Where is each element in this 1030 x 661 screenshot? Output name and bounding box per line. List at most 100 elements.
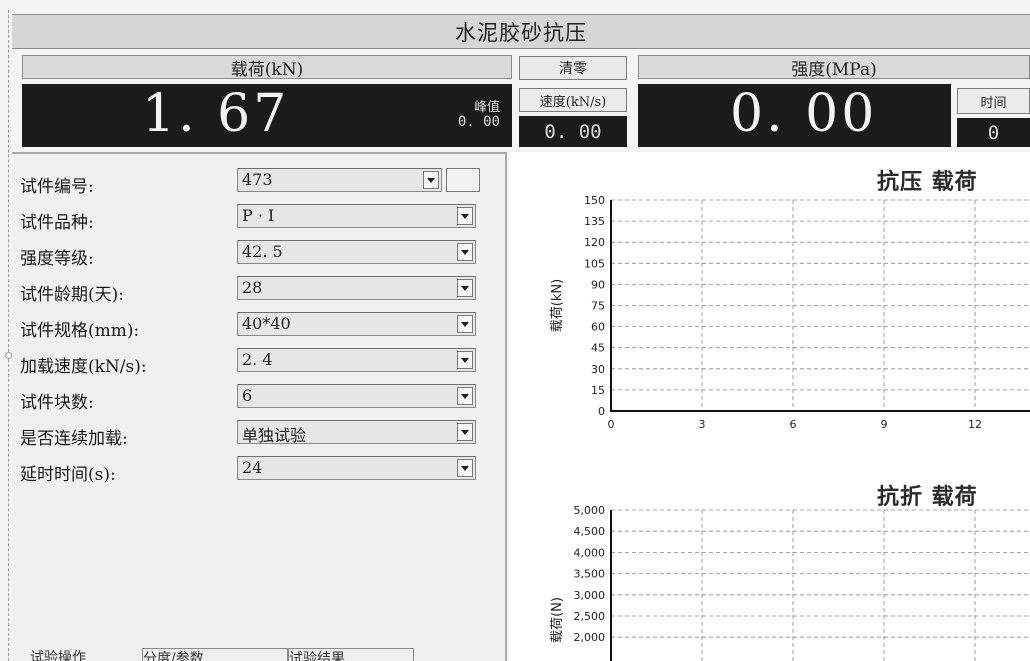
tab-test-results-label: 试验结果 bbox=[289, 651, 345, 661]
left-splitter[interactable] bbox=[8, 10, 9, 661]
compression-chart-title: 抗压 载荷 bbox=[877, 169, 978, 195]
x-tick-label: 3 bbox=[699, 418, 706, 431]
specimen-age-select[interactable]: 28 bbox=[237, 276, 476, 300]
continuous-loading-value: 单独试验 bbox=[242, 426, 307, 445]
loading-speed-select[interactable]: 2. 4 bbox=[237, 348, 476, 372]
y-tick-label: 75 bbox=[591, 300, 605, 313]
y-tick-label: 2,000 bbox=[574, 631, 606, 644]
specimen-type-value: P · I bbox=[242, 206, 275, 225]
specimen-number-select[interactable]: 473 bbox=[237, 168, 442, 192]
time-label-box: 时间 bbox=[957, 88, 1030, 114]
chevron-down-icon[interactable] bbox=[457, 243, 473, 261]
y-tick-label: 30 bbox=[591, 363, 605, 376]
delay-time-select[interactable]: 24 bbox=[237, 456, 476, 480]
continuous-loading-label: 是否连续加载: bbox=[20, 429, 128, 449]
chevron-down-icon[interactable] bbox=[423, 171, 439, 189]
panel-title-text: 水泥胶砂抗压 bbox=[455, 20, 587, 45]
specimen-age-label: 试件龄期(天): bbox=[20, 285, 124, 305]
y-tick-label: 120 bbox=[584, 236, 605, 249]
specimen-count-select[interactable]: 6 bbox=[237, 384, 476, 408]
strength-value: 0. 00 bbox=[730, 84, 878, 144]
y-tick-label: 0 bbox=[598, 405, 605, 418]
speed-value: 0. 00 bbox=[544, 120, 602, 143]
specimen-number-label: 试件编号: bbox=[20, 177, 94, 197]
tab-test-operation-label: 试验操作 bbox=[30, 650, 86, 661]
speed-label-box: 速度(kN/s) bbox=[519, 88, 627, 112]
speed-label: 速度(kN/s) bbox=[539, 94, 607, 110]
continuous-loading-select[interactable]: 单独试验 bbox=[237, 420, 476, 445]
delay-time-value: 24 bbox=[242, 458, 263, 477]
splitter-grip-icon[interactable] bbox=[5, 352, 12, 359]
clear-button[interactable]: 清零 bbox=[519, 56, 627, 80]
chevron-down-icon[interactable] bbox=[457, 459, 473, 477]
y-tick-label: 15 bbox=[591, 384, 605, 397]
specimen-number-extra-button[interactable] bbox=[446, 168, 480, 192]
strength-grade-select[interactable]: 42. 5 bbox=[237, 240, 476, 264]
y-tick-label: 135 bbox=[584, 215, 605, 228]
strength-grade-label: 强度等级: bbox=[20, 249, 94, 269]
strength-display: 0. 00 bbox=[638, 84, 951, 147]
x-tick-label: 6 bbox=[790, 418, 797, 431]
chevron-down-icon[interactable] bbox=[457, 387, 473, 405]
chevron-down-icon[interactable] bbox=[457, 423, 473, 441]
speed-display: 0. 00 bbox=[519, 116, 627, 147]
specimen-count-value: 6 bbox=[242, 386, 253, 405]
y-tick-label: 105 bbox=[584, 257, 605, 270]
panel-title: 水泥胶砂抗压 bbox=[12, 14, 1030, 49]
clear-button-label: 清零 bbox=[559, 61, 587, 77]
tab-test-operation[interactable]: 试验操作 bbox=[30, 648, 142, 661]
specimen-size-label: 试件规格(mm): bbox=[20, 321, 140, 341]
time-value: 0 bbox=[987, 121, 1000, 144]
strength-label: 强度(MPa) bbox=[791, 59, 877, 80]
chart-panel bbox=[510, 152, 1030, 661]
peak-label: 峰值 bbox=[473, 100, 500, 115]
time-label: 时间 bbox=[980, 95, 1007, 111]
axis-line bbox=[610, 200, 1030, 412]
tab-calibration-params[interactable]: 分度/参数 bbox=[142, 648, 288, 661]
load-header: 载荷(kN) bbox=[22, 55, 512, 80]
load-label: 载荷(kN) bbox=[230, 59, 304, 80]
x-tick-label: 12 bbox=[968, 418, 982, 431]
specimen-number-value: 473 bbox=[242, 170, 273, 189]
chevron-down-icon[interactable] bbox=[457, 351, 473, 369]
specimen-count-label: 试件块数: bbox=[20, 393, 94, 413]
y-tick-label: 3,000 bbox=[574, 589, 606, 602]
specimen-type-label: 试件品种: bbox=[20, 213, 94, 233]
y-tick-label: 90 bbox=[591, 278, 605, 291]
y-axis-label: 载荷(kN) bbox=[550, 279, 565, 332]
load-value: 1. 67 bbox=[142, 84, 290, 144]
y-tick-label: 2,500 bbox=[574, 610, 606, 623]
specimen-age-value: 28 bbox=[242, 278, 263, 297]
load-display: 1. 67 峰值 0. 00 bbox=[22, 84, 512, 147]
tab-test-results[interactable]: 试验结果 bbox=[288, 648, 414, 661]
y-tick-label: 45 bbox=[591, 342, 605, 355]
specimen-type-select[interactable]: P · I bbox=[237, 204, 476, 228]
loading-speed-label: 加载速度(kN/s): bbox=[20, 357, 147, 377]
specimen-size-value: 40*40 bbox=[242, 314, 291, 333]
delay-time-label: 延时时间(s): bbox=[20, 465, 116, 485]
chevron-down-icon[interactable] bbox=[457, 207, 473, 225]
strength-header: 强度(MPa) bbox=[638, 55, 1030, 80]
loading-speed-value: 2. 4 bbox=[242, 350, 273, 369]
y-tick-label: 60 bbox=[591, 321, 605, 334]
x-tick-label: 9 bbox=[881, 418, 888, 431]
tab-calibration-params-label: 分度/参数 bbox=[143, 651, 204, 661]
flexural-chart-title: 抗折 载荷 bbox=[877, 484, 978, 510]
y-tick-label: 3,500 bbox=[574, 568, 606, 581]
chevron-down-icon[interactable] bbox=[457, 315, 473, 333]
specimen-size-select[interactable]: 40*40 bbox=[237, 312, 476, 336]
y-tick-label: 150 bbox=[584, 194, 605, 207]
strength-grade-value: 42. 5 bbox=[242, 242, 283, 261]
x-tick-label: 0 bbox=[608, 418, 615, 431]
peak-value: 0. 00 bbox=[457, 114, 500, 130]
bottom-tab-bar: 试验操作 分度/参数 试验结果 bbox=[30, 648, 430, 661]
time-display: 0 bbox=[957, 118, 1030, 147]
flexural-load-chart: 5,000 4,500 4,000 3,500 3,000 2,500 2,000 载荷(N) bbox=[550, 504, 1030, 661]
y-tick-label: 4,500 bbox=[574, 525, 606, 538]
y-tick-label: 5,000 bbox=[574, 504, 606, 517]
chevron-down-icon[interactable] bbox=[457, 279, 473, 297]
y-axis-label: 载荷(N) bbox=[550, 597, 565, 643]
y-tick-label: 4,000 bbox=[574, 546, 606, 559]
compression-load-chart: 0 15 30 45 60 75 90 105 120 135 150 0 3 6 9 12 载荷(kN) bbox=[550, 194, 1030, 431]
